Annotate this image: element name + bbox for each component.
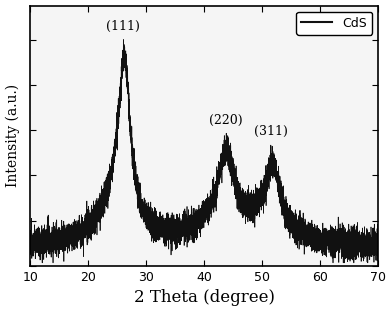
Y-axis label: Intensity (a.u.): Intensity (a.u.) [5,84,20,187]
Legend: CdS: CdS [296,12,372,35]
X-axis label: 2 Theta (degree): 2 Theta (degree) [134,290,275,306]
Text: (311): (311) [254,125,288,138]
Text: (111): (111) [106,20,140,33]
Text: (220): (220) [209,114,243,126]
